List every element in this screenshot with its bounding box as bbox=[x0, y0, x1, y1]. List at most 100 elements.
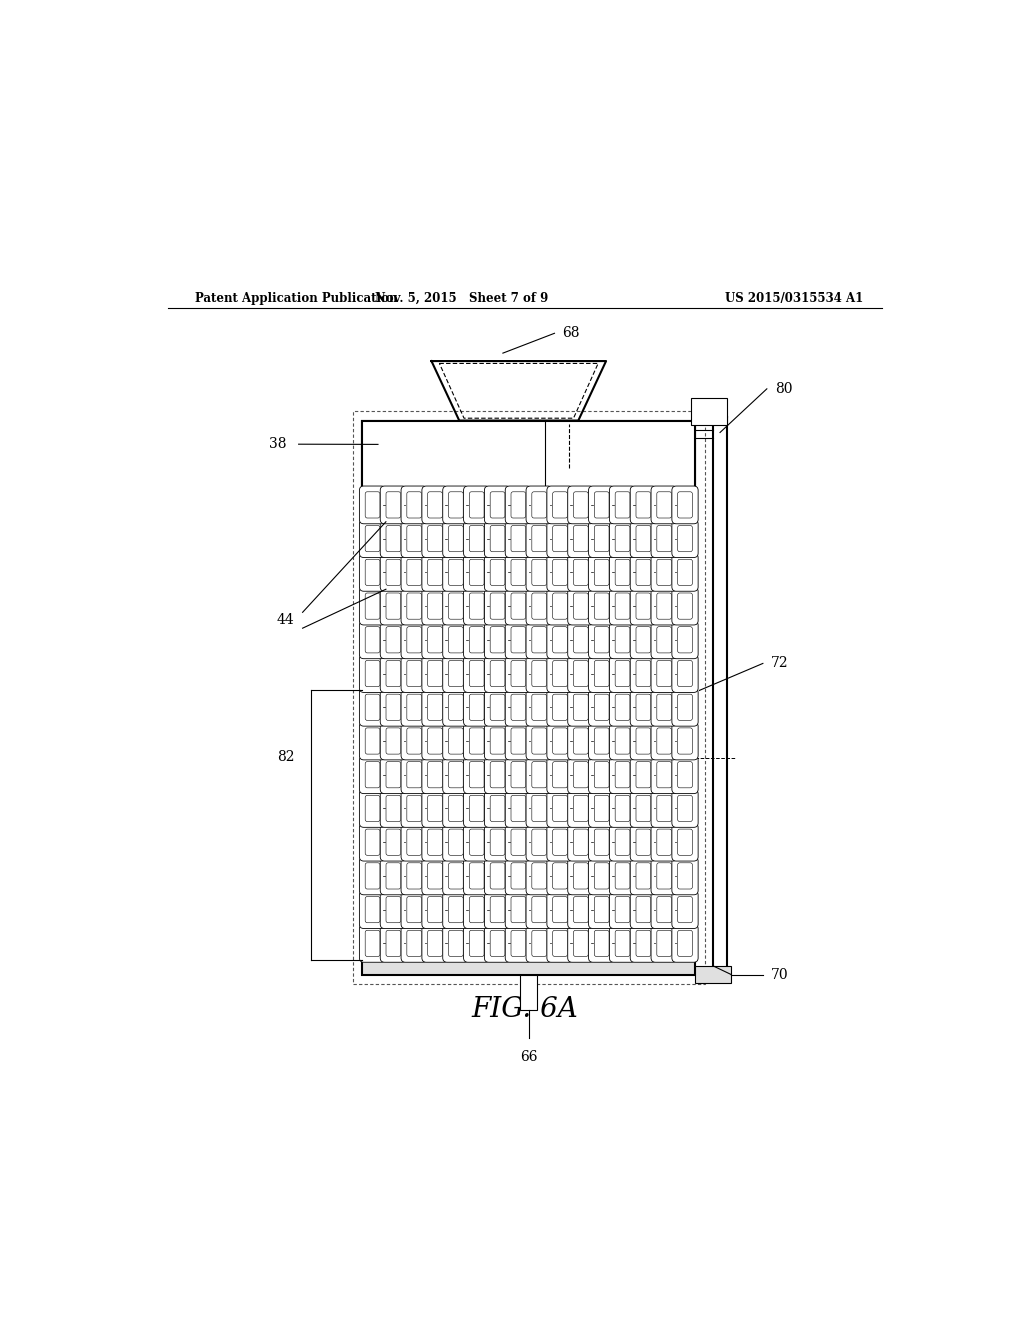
FancyBboxPatch shape bbox=[386, 931, 400, 957]
FancyBboxPatch shape bbox=[401, 655, 427, 693]
FancyBboxPatch shape bbox=[449, 627, 463, 653]
FancyBboxPatch shape bbox=[407, 762, 422, 788]
Bar bbox=[362, 960, 695, 974]
FancyBboxPatch shape bbox=[380, 486, 407, 524]
FancyBboxPatch shape bbox=[442, 891, 469, 928]
FancyBboxPatch shape bbox=[469, 593, 484, 619]
FancyBboxPatch shape bbox=[505, 924, 531, 962]
FancyBboxPatch shape bbox=[449, 762, 463, 788]
FancyBboxPatch shape bbox=[594, 863, 609, 888]
FancyBboxPatch shape bbox=[609, 620, 636, 659]
FancyBboxPatch shape bbox=[651, 689, 677, 726]
FancyBboxPatch shape bbox=[386, 560, 400, 586]
FancyBboxPatch shape bbox=[422, 824, 449, 861]
FancyBboxPatch shape bbox=[407, 796, 422, 821]
FancyBboxPatch shape bbox=[609, 722, 636, 760]
FancyBboxPatch shape bbox=[442, 553, 469, 591]
FancyBboxPatch shape bbox=[428, 829, 442, 855]
FancyBboxPatch shape bbox=[428, 627, 442, 653]
FancyBboxPatch shape bbox=[484, 824, 511, 861]
FancyBboxPatch shape bbox=[630, 553, 656, 591]
FancyBboxPatch shape bbox=[505, 891, 531, 928]
Text: 38: 38 bbox=[269, 437, 287, 451]
FancyBboxPatch shape bbox=[531, 863, 547, 888]
FancyBboxPatch shape bbox=[594, 896, 609, 923]
FancyBboxPatch shape bbox=[401, 722, 427, 760]
FancyBboxPatch shape bbox=[531, 593, 547, 619]
FancyBboxPatch shape bbox=[359, 891, 386, 928]
FancyBboxPatch shape bbox=[553, 492, 567, 517]
FancyBboxPatch shape bbox=[573, 627, 588, 653]
FancyBboxPatch shape bbox=[589, 722, 614, 760]
FancyBboxPatch shape bbox=[386, 593, 400, 619]
FancyBboxPatch shape bbox=[359, 486, 386, 524]
FancyBboxPatch shape bbox=[380, 689, 407, 726]
FancyBboxPatch shape bbox=[651, 891, 677, 928]
FancyBboxPatch shape bbox=[442, 689, 469, 726]
FancyBboxPatch shape bbox=[573, 896, 588, 923]
FancyBboxPatch shape bbox=[553, 796, 567, 821]
FancyBboxPatch shape bbox=[401, 756, 427, 793]
FancyBboxPatch shape bbox=[511, 931, 525, 957]
FancyBboxPatch shape bbox=[401, 553, 427, 591]
FancyBboxPatch shape bbox=[656, 593, 672, 619]
FancyBboxPatch shape bbox=[636, 694, 650, 721]
FancyBboxPatch shape bbox=[464, 553, 489, 591]
FancyBboxPatch shape bbox=[469, 796, 484, 821]
FancyBboxPatch shape bbox=[464, 722, 489, 760]
Text: 80: 80 bbox=[775, 381, 793, 396]
FancyBboxPatch shape bbox=[553, 560, 567, 586]
FancyBboxPatch shape bbox=[573, 931, 588, 957]
FancyBboxPatch shape bbox=[567, 891, 594, 928]
FancyBboxPatch shape bbox=[359, 689, 386, 726]
FancyBboxPatch shape bbox=[511, 727, 525, 754]
FancyBboxPatch shape bbox=[630, 486, 656, 524]
FancyBboxPatch shape bbox=[547, 789, 573, 828]
FancyBboxPatch shape bbox=[594, 593, 609, 619]
Bar bbox=[695, 966, 731, 983]
FancyBboxPatch shape bbox=[526, 924, 552, 962]
FancyBboxPatch shape bbox=[636, 525, 650, 552]
FancyBboxPatch shape bbox=[484, 689, 511, 726]
FancyBboxPatch shape bbox=[407, 593, 422, 619]
FancyBboxPatch shape bbox=[609, 655, 636, 693]
FancyBboxPatch shape bbox=[636, 796, 650, 821]
FancyBboxPatch shape bbox=[553, 762, 567, 788]
FancyBboxPatch shape bbox=[428, 762, 442, 788]
FancyBboxPatch shape bbox=[380, 789, 407, 828]
FancyBboxPatch shape bbox=[630, 924, 656, 962]
FancyBboxPatch shape bbox=[656, 627, 672, 653]
FancyBboxPatch shape bbox=[469, 525, 484, 552]
FancyBboxPatch shape bbox=[469, 560, 484, 586]
FancyBboxPatch shape bbox=[609, 924, 636, 962]
FancyBboxPatch shape bbox=[442, 655, 469, 693]
FancyBboxPatch shape bbox=[449, 829, 463, 855]
FancyBboxPatch shape bbox=[672, 520, 698, 557]
FancyBboxPatch shape bbox=[573, 593, 588, 619]
FancyBboxPatch shape bbox=[359, 824, 386, 861]
FancyBboxPatch shape bbox=[366, 627, 380, 653]
FancyBboxPatch shape bbox=[678, 863, 692, 888]
FancyBboxPatch shape bbox=[449, 492, 463, 517]
FancyBboxPatch shape bbox=[615, 492, 630, 517]
FancyBboxPatch shape bbox=[490, 525, 505, 552]
FancyBboxPatch shape bbox=[359, 789, 386, 828]
FancyBboxPatch shape bbox=[366, 762, 380, 788]
FancyBboxPatch shape bbox=[490, 727, 505, 754]
FancyBboxPatch shape bbox=[531, 931, 547, 957]
FancyBboxPatch shape bbox=[484, 587, 511, 624]
FancyBboxPatch shape bbox=[594, 525, 609, 552]
FancyBboxPatch shape bbox=[594, 492, 609, 517]
FancyBboxPatch shape bbox=[428, 863, 442, 888]
FancyBboxPatch shape bbox=[553, 593, 567, 619]
FancyBboxPatch shape bbox=[490, 560, 505, 586]
FancyBboxPatch shape bbox=[678, 525, 692, 552]
FancyBboxPatch shape bbox=[594, 829, 609, 855]
FancyBboxPatch shape bbox=[630, 722, 656, 760]
FancyBboxPatch shape bbox=[547, 857, 573, 895]
Text: 70: 70 bbox=[771, 968, 788, 982]
FancyBboxPatch shape bbox=[422, 857, 449, 895]
FancyBboxPatch shape bbox=[407, 863, 422, 888]
FancyBboxPatch shape bbox=[366, 660, 380, 686]
FancyBboxPatch shape bbox=[359, 722, 386, 760]
